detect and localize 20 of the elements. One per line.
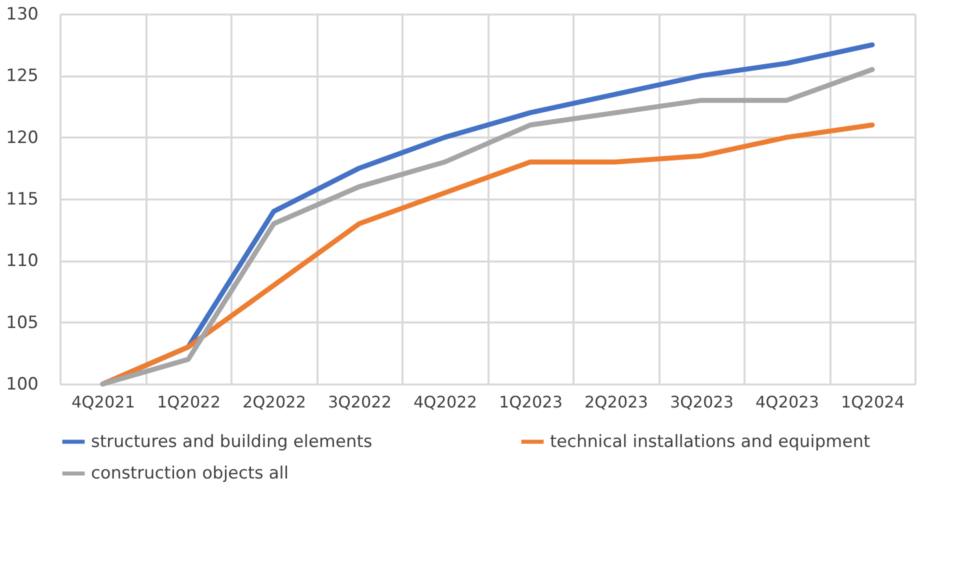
legend-label: structures and building elements bbox=[91, 432, 372, 452]
x-tick-label: 3Q2022 bbox=[328, 392, 392, 412]
y-tick-label: 105 bbox=[6, 312, 38, 333]
y-tick-label: 110 bbox=[6, 251, 38, 272]
x-tick-label: 2Q2023 bbox=[584, 392, 648, 412]
x-tick-label: 1Q2023 bbox=[499, 392, 562, 412]
legend-label: construction objects all bbox=[91, 464, 289, 484]
y-tick-label: 115 bbox=[6, 190, 38, 210]
y-tick-label: 130 bbox=[6, 4, 38, 24]
x-tick-label: 1Q2022 bbox=[157, 392, 220, 412]
x-tick-label: 4Q2021 bbox=[72, 392, 135, 412]
y-tick-label: 125 bbox=[6, 66, 38, 86]
x-tick-label: 4Q2022 bbox=[414, 392, 477, 412]
x-tick-label: 4Q2023 bbox=[756, 392, 819, 412]
x-tick-label: 1Q2024 bbox=[841, 392, 904, 412]
y-tick-label: 100 bbox=[6, 374, 38, 394]
x-tick-label: 3Q2023 bbox=[670, 392, 734, 412]
x-tick-label: 2Q2022 bbox=[242, 392, 306, 412]
y-tick-label: 120 bbox=[6, 128, 38, 148]
legend-label: technical installations and equipment bbox=[550, 432, 870, 452]
